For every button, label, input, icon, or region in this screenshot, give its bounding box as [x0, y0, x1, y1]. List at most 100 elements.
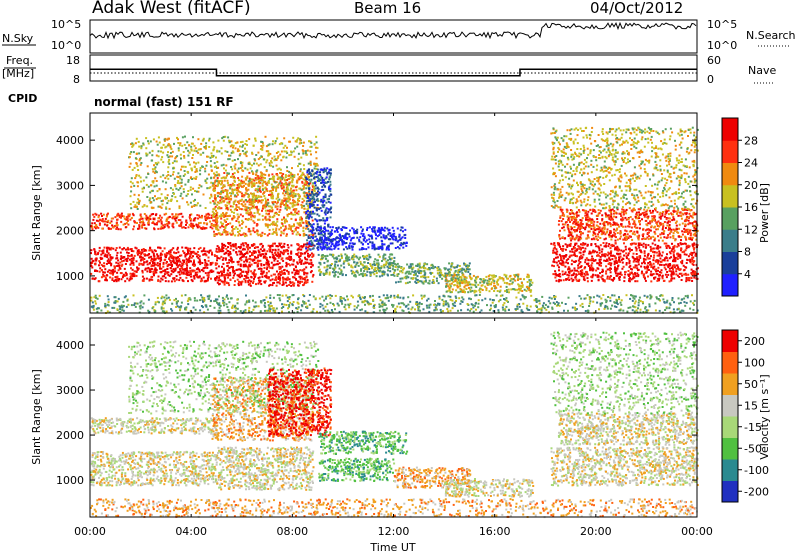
heatmap-cell — [148, 278, 151, 281]
heatmap-cell — [176, 182, 179, 184]
heatmap-cell — [399, 280, 402, 283]
heatmap-cell — [197, 256, 200, 259]
heatmap-cell — [300, 248, 303, 251]
heatmap-cell — [196, 271, 199, 274]
heatmap-cell — [145, 214, 148, 217]
heatmap-cell — [226, 191, 229, 194]
heatmap-cell — [101, 218, 104, 220]
heatmap-cell — [367, 262, 370, 264]
heatmap-cell — [302, 178, 305, 181]
heatmap-cell — [280, 184, 283, 187]
heatmap-cell — [328, 242, 331, 245]
heatmap-cell — [189, 247, 192, 250]
heatmap-cell — [167, 280, 170, 283]
heatmap-cell — [123, 267, 126, 270]
heatmap-cell — [249, 284, 252, 287]
heatmap-cell — [292, 263, 295, 266]
heatmap-cell — [124, 274, 126, 277]
heatmap-cell — [233, 284, 236, 286]
heatmap-cell — [286, 146, 288, 149]
heatmap-cell — [205, 181, 208, 184]
heatmap-cell — [110, 272, 113, 275]
heatmap-cell — [234, 188, 237, 191]
heatmap-cell — [236, 141, 239, 144]
heatmap-cell — [256, 223, 259, 226]
heatmap-cell — [399, 277, 402, 280]
heatmap-cell — [293, 273, 296, 276]
heatmap-cell — [293, 268, 295, 271]
heatmap-cell — [246, 265, 249, 268]
heatmap-cell — [347, 233, 350, 236]
heatmap-cell — [182, 165, 185, 168]
heatmap-cell — [392, 264, 395, 267]
heatmap-cell — [246, 168, 249, 171]
heatmap-cell — [125, 260, 128, 262]
heatmap-cell — [136, 222, 138, 224]
heatmap-cell — [228, 259, 231, 261]
heatmap-cell — [261, 146, 264, 149]
heatmap-cell — [437, 282, 440, 285]
heatmap-cell — [448, 280, 451, 283]
heatmap-cell — [279, 205, 282, 208]
heatmap-cell — [106, 279, 108, 282]
heatmap-cell — [173, 142, 175, 145]
heatmap-cell — [327, 180, 329, 183]
heatmap-cell — [109, 222, 112, 224]
heatmap-cell — [311, 169, 314, 172]
heatmap-cell — [188, 151, 191, 154]
heatmap-cell — [469, 290, 472, 293]
heatmap-cell — [124, 248, 127, 251]
heatmap-cell — [278, 268, 281, 271]
heatmap-cell — [123, 247, 125, 250]
heatmap-cell — [265, 274, 268, 277]
heatmap-cell — [310, 270, 313, 273]
heatmap-cell — [216, 211, 219, 214]
heatmap-cell — [238, 260, 241, 263]
heatmap-cell — [94, 225, 97, 228]
heatmap-cell — [93, 226, 96, 228]
heatmap-cell — [185, 147, 188, 150]
heatmap-cell — [260, 140, 263, 143]
heatmap-cell — [311, 241, 313, 244]
heatmap-cell — [252, 272, 255, 275]
heatmap-cell — [177, 213, 180, 216]
heatmap-cell — [159, 197, 162, 200]
heatmap-cell — [183, 155, 186, 157]
heatmap-cell — [157, 257, 160, 260]
heatmap-cell — [133, 254, 136, 257]
heatmap-cell — [246, 175, 249, 178]
heatmap-cell — [220, 147, 223, 150]
heatmap-cell — [209, 263, 212, 266]
heatmap-cell — [145, 147, 148, 150]
heatmap-cell — [120, 213, 123, 216]
heatmap-cell — [217, 246, 220, 249]
heatmap-cell — [197, 267, 199, 270]
heatmap-cell — [106, 213, 109, 216]
heatmap-cell — [110, 217, 113, 220]
heatmap-cell — [411, 270, 414, 273]
heatmap-cell — [302, 141, 305, 144]
heatmap-cell — [168, 250, 170, 253]
heatmap-cell — [435, 277, 438, 280]
heatmap-cell — [95, 259, 98, 262]
heatmap-cell — [297, 203, 300, 206]
heatmap-cell — [132, 144, 135, 147]
heatmap-cell — [202, 270, 205, 273]
heatmap-cell — [249, 233, 252, 236]
heatmap-cell — [237, 282, 240, 285]
heatmap-cell — [415, 264, 418, 267]
heatmap-cell — [423, 267, 426, 269]
heatmap-cell — [214, 263, 217, 266]
heatmap-cell — [255, 261, 258, 264]
heatmap-cell — [327, 225, 330, 228]
heatmap-cell — [282, 176, 285, 179]
heatmap-cell — [269, 279, 272, 282]
heatmap-cell — [281, 187, 283, 190]
heatmap-cell — [136, 251, 139, 254]
heatmap-cell — [136, 181, 139, 184]
heatmap-cell — [223, 172, 226, 174]
heatmap-cell — [377, 262, 380, 265]
heatmap-cell — [147, 173, 150, 175]
heatmap-cell — [271, 253, 274, 256]
heatmap-cell — [245, 155, 248, 158]
